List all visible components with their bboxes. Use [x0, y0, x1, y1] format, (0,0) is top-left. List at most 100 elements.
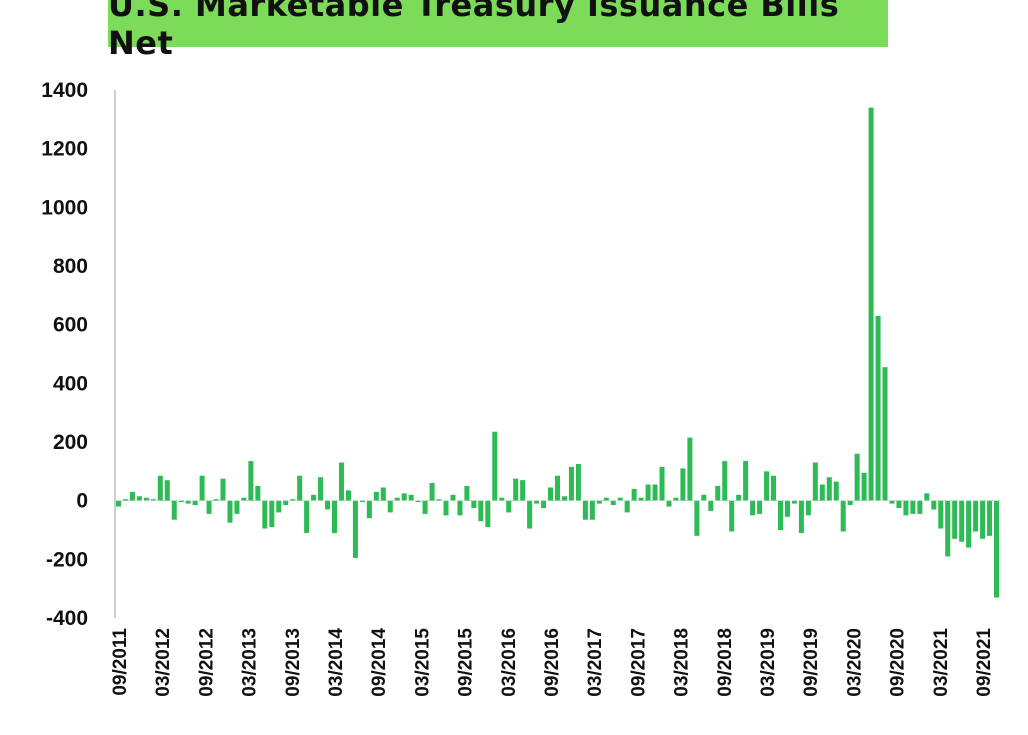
bar [276, 500, 282, 513]
bar [777, 500, 784, 530]
bar [847, 500, 853, 506]
bar [269, 500, 275, 528]
bar [443, 500, 449, 516]
bar [652, 484, 658, 501]
bar [903, 500, 909, 516]
bar [318, 477, 324, 501]
bar [910, 500, 916, 514]
bar [471, 500, 477, 508]
bar [764, 471, 770, 501]
bar [931, 500, 937, 510]
bar [694, 500, 700, 536]
y-tick-label: 1400 [41, 79, 88, 102]
y-tick-label: 1200 [41, 138, 88, 161]
y-tick-label: 400 [53, 372, 88, 395]
bar [192, 500, 198, 506]
bar [994, 500, 1000, 598]
bar [861, 472, 867, 501]
bar [736, 494, 742, 501]
bar [373, 491, 379, 501]
bar [680, 468, 686, 501]
bar [617, 497, 623, 501]
bar [450, 494, 456, 501]
x-tick-label: 09/2016 [542, 628, 563, 697]
bar [534, 500, 540, 504]
bar [394, 497, 400, 501]
bar [262, 500, 268, 529]
bar [429, 483, 435, 501]
x-tick-label: 03/2015 [412, 628, 433, 697]
bar [659, 466, 665, 501]
bar [485, 500, 491, 528]
x-tick-label: 09/2012 [196, 628, 217, 697]
bar [875, 315, 881, 501]
bar [959, 500, 965, 542]
x-tick-label: 09/2011 [110, 628, 131, 696]
bar [987, 500, 993, 536]
bar [345, 490, 351, 501]
bar [554, 475, 561, 501]
bar [610, 500, 616, 506]
x-tick-label: 09/2014 [369, 628, 390, 697]
bar [952, 500, 958, 539]
bar [255, 486, 261, 501]
bar [241, 497, 247, 501]
bar [757, 500, 763, 514]
bar [750, 500, 756, 516]
x-tick-label: 03/2020 [844, 628, 865, 697]
x-tick-label: 09/2021 [974, 628, 995, 697]
bar [561, 496, 567, 501]
bar [819, 484, 825, 501]
bar [645, 484, 651, 501]
bar [917, 500, 923, 514]
bar [422, 500, 428, 514]
bar [178, 500, 184, 503]
bar [478, 500, 484, 522]
bar [513, 478, 519, 501]
bar [687, 437, 693, 501]
bar [143, 497, 149, 501]
bar [359, 500, 365, 503]
bar [603, 497, 609, 501]
bar [868, 107, 874, 501]
bar [464, 486, 470, 501]
bar [248, 461, 254, 501]
bar [401, 493, 407, 501]
bar [206, 500, 212, 514]
x-tick-label: 09/2020 [888, 628, 909, 697]
bar [136, 496, 142, 501]
bar [366, 500, 372, 519]
x-tick-label: 03/2012 [153, 628, 174, 697]
bar [805, 500, 811, 516]
bar [840, 500, 846, 532]
bar [966, 500, 972, 548]
bar [833, 481, 839, 501]
bar [548, 487, 554, 501]
bar [924, 493, 930, 501]
bar [771, 475, 777, 501]
bar [938, 500, 944, 529]
bar [673, 497, 679, 501]
bar [415, 500, 421, 503]
x-tick-label: 03/2016 [499, 628, 520, 697]
y-tick-label: 1000 [41, 196, 88, 219]
y-tick-label: -200 [46, 548, 88, 571]
bar [325, 500, 331, 510]
bar [164, 480, 170, 501]
bar [115, 500, 121, 507]
bar [784, 500, 790, 517]
bar [701, 494, 707, 501]
bar [812, 462, 818, 501]
bar [227, 500, 233, 523]
chart-title: U.S. Marketable Treasury Issuance Bills … [108, 0, 840, 62]
bar [408, 494, 414, 501]
bar [122, 499, 128, 501]
y-tick-label: 800 [53, 255, 88, 278]
bar [213, 499, 219, 501]
bar [157, 475, 163, 501]
x-tick-label: 03/2018 [672, 628, 693, 697]
x-tick-label: 03/2014 [326, 628, 347, 697]
bar [722, 461, 728, 501]
x-tick-label: 03/2013 [240, 628, 261, 697]
